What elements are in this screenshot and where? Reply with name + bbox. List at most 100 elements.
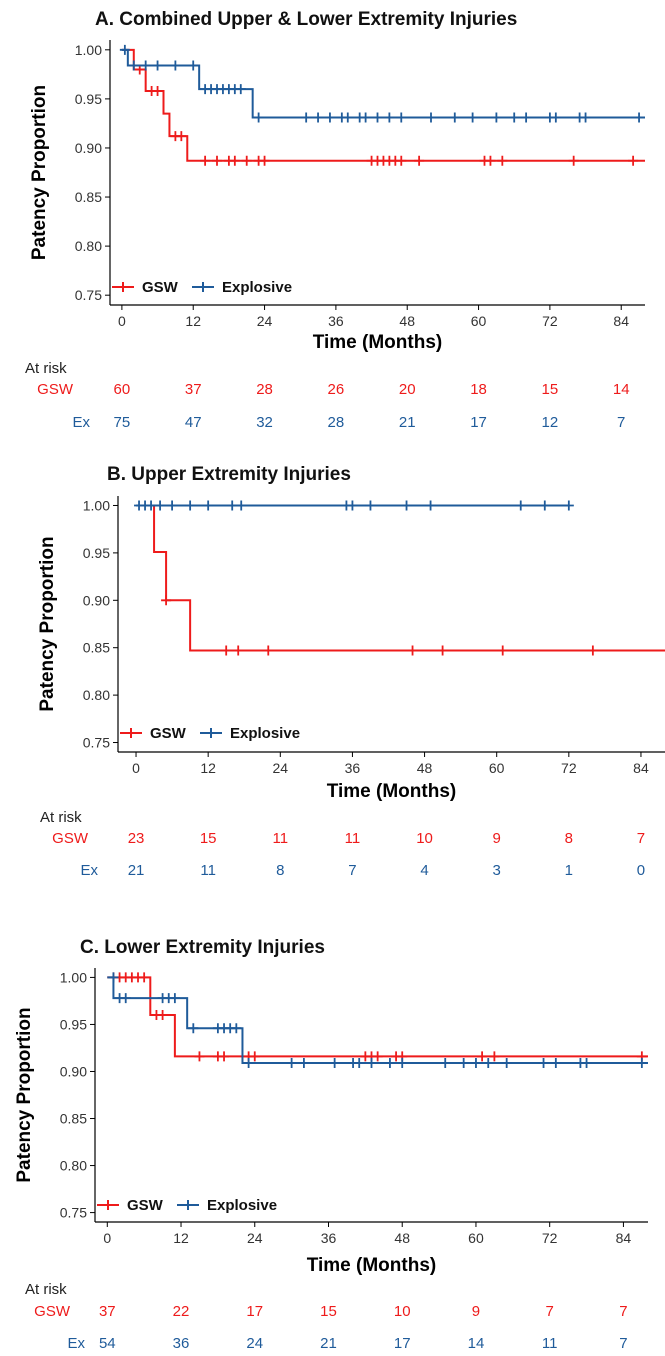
censor-mark-explosive (170, 60, 181, 71)
censor-mark-explosive (483, 1058, 494, 1069)
x-axis-title: Time (Months) (327, 781, 456, 802)
at-risk-header: At risk (25, 360, 67, 377)
y-tick-label: 0.95 (60, 1016, 87, 1032)
x-tick-label: 48 (417, 760, 433, 776)
censor-mark-gsw (233, 645, 244, 656)
x-tick-label: 0 (132, 760, 140, 776)
censor-mark-explosive (286, 1058, 297, 1069)
censor-mark-gsw (229, 155, 240, 166)
censor-mark-explosive (231, 1023, 242, 1034)
at-risk-header: At risk (40, 809, 82, 826)
censor-mark-gsw (259, 155, 270, 166)
censor-mark-explosive (140, 60, 151, 71)
x-tick-label: 48 (394, 1230, 410, 1246)
censor-mark-explosive (440, 1058, 451, 1069)
censor-mark-gsw (152, 86, 163, 97)
censor-mark-explosive (146, 500, 157, 511)
legend-label-explosive: Explosive (230, 725, 300, 742)
censor-mark-gsw (161, 595, 172, 606)
censor-mark-gsw (372, 1051, 383, 1062)
at-risk-table: At risk GSW Ex 23 21 15 11 11 8 11 7 10 4 9 3 8 1 7 0 (40, 809, 645, 879)
censor-mark-explosive (185, 500, 196, 511)
censor-mark-explosive (470, 1058, 481, 1069)
censor-mark-explosive (360, 112, 371, 123)
at-risk-ex-count: 75 (114, 414, 131, 431)
at-risk-ex-count: 24 (246, 1335, 263, 1351)
censor-mark-gsw (497, 155, 508, 166)
at-risk-gsw-count: 18 (470, 381, 487, 398)
censor-mark-gsw (497, 645, 508, 656)
at-risk-gsw-count: 20 (399, 381, 416, 398)
censor-mark-explosive (397, 1058, 408, 1069)
censor-mark-explosive (365, 500, 376, 511)
at-risk-table: At risk GSW Ex 60 75 37 47 28 32 26 28 20 21 18 17 15 12… (25, 360, 630, 431)
censor-mark-explosive (152, 60, 163, 71)
survival-curve-gsw (136, 504, 665, 652)
censor-mark-explosive (634, 112, 645, 123)
censor-mark-explosive (243, 1058, 254, 1069)
legend: GSW Explosive (112, 279, 292, 296)
legend: GSW Explosive (120, 725, 300, 742)
at-risk-ex-count: 54 (99, 1335, 116, 1351)
censor-mark-gsw (407, 645, 418, 656)
at-risk-ex-count: 0 (637, 862, 645, 879)
censor-mark-explosive (563, 500, 574, 511)
x-axis-title: Time (Months) (307, 1255, 436, 1276)
censor-mark-explosive (354, 1058, 365, 1069)
at-risk-gsw-count: 7 (546, 1303, 554, 1320)
at-risk-gsw-count: 37 (185, 381, 202, 398)
censor-mark-gsw (485, 155, 496, 166)
censor-mark-explosive (581, 1058, 592, 1069)
legend-key-explosive (177, 1200, 199, 1210)
x-tick-label: 84 (616, 1230, 632, 1246)
censor-mark-gsw (628, 155, 639, 166)
legend-key-gsw (120, 728, 142, 738)
series-gsw (136, 504, 665, 656)
censor-mark-explosive (384, 112, 395, 123)
at-risk-ex-count: 11 (200, 862, 216, 879)
y-tick-label: 0.75 (83, 735, 110, 751)
series-explosive (107, 972, 648, 1069)
at-risk-ex-count: 21 (399, 414, 416, 431)
x-tick-label: 60 (489, 760, 505, 776)
x-tick-label: 12 (173, 1230, 189, 1246)
censor-mark-explosive (108, 972, 119, 983)
at-risk-gsw-count: 9 (472, 1303, 480, 1320)
at-risk-gsw-count: 7 (637, 830, 645, 847)
legend-key-explosive (192, 282, 214, 292)
censor-mark-explosive (366, 1058, 377, 1069)
censor-mark-explosive (235, 84, 246, 95)
y-tick-label: 0.75 (75, 287, 102, 303)
censor-mark-explosive (298, 1058, 309, 1069)
censor-mark-explosive (128, 60, 139, 71)
at-risk-label-ex: Ex (72, 414, 90, 431)
chart-panel-b: B. Upper Extremity Injuries 0.75 0.80 0.85 0… (37, 464, 665, 879)
at-risk-gsw-count: 10 (416, 830, 433, 847)
x-tick-label: 84 (633, 760, 649, 776)
censor-mark-gsw (139, 972, 150, 983)
x-tick-label: 24 (247, 1230, 263, 1246)
at-risk-gsw-count: 15 (200, 830, 217, 847)
survival-curve-gsw (121, 48, 645, 162)
censor-mark-explosive (347, 500, 358, 511)
censor-mark-gsw (477, 1051, 488, 1062)
at-risk-header: At risk (25, 1281, 67, 1298)
legend-label-gsw: GSW (150, 725, 187, 742)
y-tick-label: 0.75 (60, 1205, 87, 1221)
censor-mark-explosive (169, 993, 180, 1004)
x-tick-label: 72 (561, 760, 577, 776)
at-risk-ex-count: 47 (185, 414, 202, 431)
at-risk-gsw-count: 15 (542, 381, 559, 398)
y-tick-label: 0.80 (60, 1158, 87, 1174)
censor-mark-explosive (372, 112, 383, 123)
x-tick-label: 24 (257, 313, 273, 329)
y-tick-label: 1.00 (60, 969, 87, 985)
censor-mark-explosive (491, 112, 502, 123)
censor-mark-gsw (157, 1010, 168, 1021)
x-tick-label: 72 (542, 1230, 558, 1246)
at-risk-label-ex: Ex (67, 1335, 85, 1351)
censor-mark-explosive (580, 112, 591, 123)
y-tick-label: 0.95 (75, 91, 102, 107)
censor-mark-gsw (437, 645, 448, 656)
censor-mark-gsw (194, 1051, 205, 1062)
